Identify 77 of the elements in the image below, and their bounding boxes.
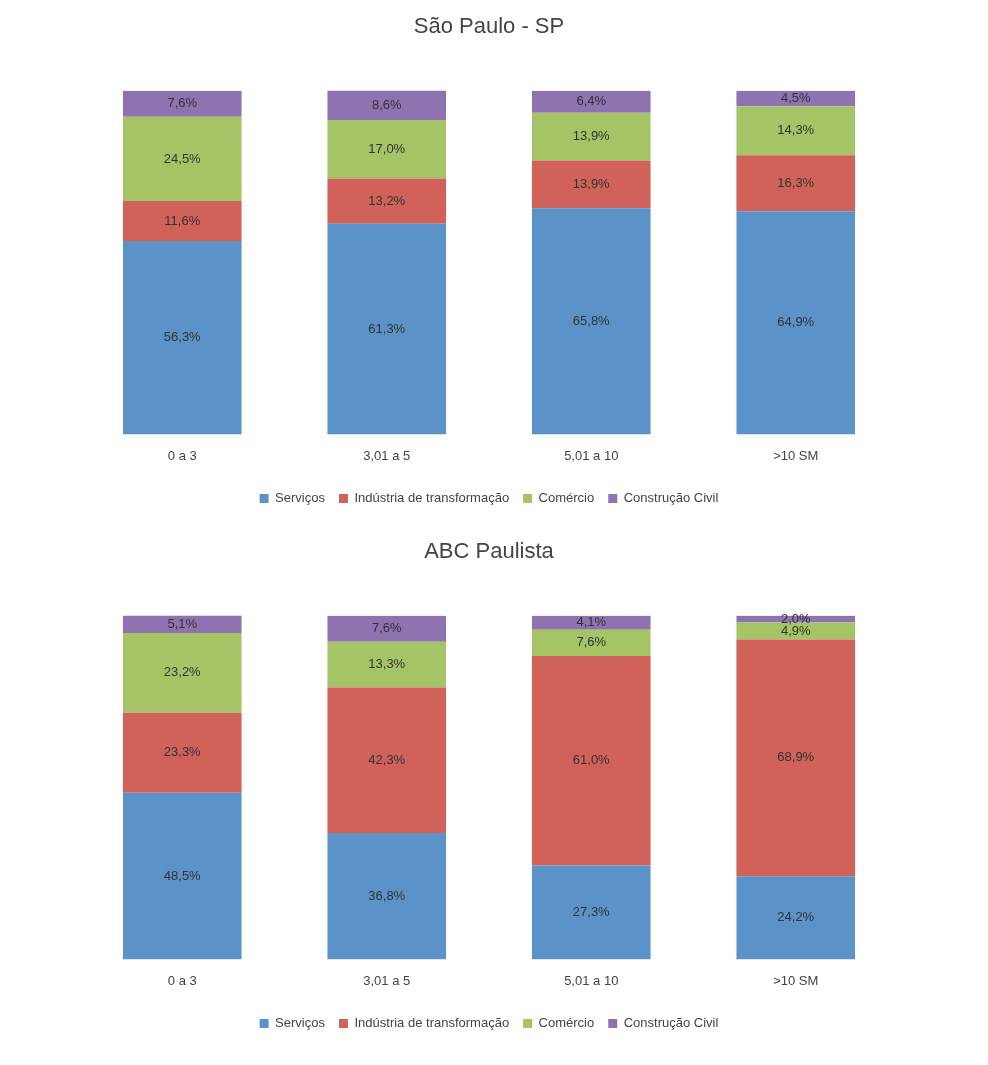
x-tick-label: 3,01 a 5: [363, 972, 411, 988]
x-tick-label: >10 SM: [773, 447, 819, 463]
bar: [736, 639, 856, 877]
data-label: 27,3%: [572, 904, 611, 920]
data-label: 7,6%: [167, 95, 198, 111]
data-label: 23,2%: [163, 664, 202, 680]
data-label: 13,2%: [368, 192, 406, 208]
bar: [327, 687, 447, 833]
bar: [531, 615, 651, 630]
bar: [736, 155, 856, 212]
legend-label: Comércio: [538, 490, 595, 506]
data-label: 7,6%: [371, 620, 402, 636]
bar: [327, 223, 447, 435]
data-label: 48,5%: [163, 867, 202, 883]
data-label: 68,9%: [777, 749, 815, 765]
data-label: 42,3%: [368, 751, 406, 767]
data-label: 24,5%: [163, 150, 202, 166]
data-label: 65,8%: [572, 312, 611, 328]
bar: [327, 119, 447, 179]
data-label: 61,0%: [572, 752, 611, 768]
bar: [327, 832, 447, 960]
bar: [122, 712, 242, 793]
bar: [531, 865, 651, 960]
data-label: 13,9%: [572, 128, 611, 144]
data-label: 64,9%: [777, 314, 815, 330]
data-label: 24,2%: [777, 909, 815, 925]
x-tick-label: 5,01 a 10: [564, 447, 619, 463]
bar: [327, 90, 447, 120]
bar: [327, 178, 447, 224]
bar: [531, 90, 651, 113]
legend-label: Comércio: [538, 1015, 595, 1031]
x-tick-label: 5,01 a 10: [564, 972, 619, 988]
bar: [122, 116, 242, 202]
data-label: 61,3%: [368, 320, 406, 336]
legend-label: Serviços: [275, 490, 326, 506]
bar: [736, 106, 856, 156]
bar: [531, 112, 651, 161]
data-label: 56,3%: [163, 329, 202, 345]
legend-label: Indústria de transformação: [354, 1015, 510, 1031]
data-label: 4,5%: [780, 90, 811, 106]
x-tick-label: 3,01 a 5: [363, 447, 411, 463]
data-label: 14,3%: [777, 122, 815, 138]
x-tick-label: 0 a 3: [167, 972, 197, 988]
legend-label: Construção Civil: [623, 1015, 719, 1031]
bar: [122, 615, 242, 633]
data-label: 13,3%: [368, 656, 406, 672]
data-label: 23,3%: [163, 744, 202, 760]
bar: [122, 201, 242, 241]
legend-label: Indústria de transformação: [354, 490, 510, 506]
data-label: 5,1%: [167, 615, 198, 631]
data-label: 17,0%: [368, 140, 406, 156]
bar: [736, 211, 856, 435]
bar: [531, 629, 651, 656]
chart-title: ABC Paulista: [424, 538, 555, 564]
x-tick-label: 0 a 3: [167, 447, 197, 463]
bar: [122, 792, 242, 960]
data-label: 7,6%: [576, 634, 607, 650]
data-label: 8,6%: [371, 96, 402, 112]
bar: [531, 208, 651, 435]
data-label: 13,9%: [572, 175, 611, 191]
data-label: 4,1%: [576, 614, 607, 630]
data-label: 11,6%: [164, 212, 201, 228]
bar: [327, 641, 447, 688]
bar: [736, 876, 856, 960]
data-label: 36,8%: [368, 887, 406, 903]
legend-label: Serviços: [275, 1015, 326, 1031]
bar: [122, 240, 242, 435]
legend-label: Construção Civil: [623, 490, 719, 506]
chart-title: São Paulo - SP: [413, 13, 565, 39]
data-label: 6,4%: [576, 93, 607, 109]
x-tick-label: >10 SM: [773, 972, 819, 988]
bar: [531, 160, 651, 209]
bar: [531, 655, 651, 866]
bar: [122, 90, 242, 117]
bar: [327, 615, 447, 642]
bar: [122, 632, 242, 713]
data-label: 16,3%: [777, 174, 815, 190]
